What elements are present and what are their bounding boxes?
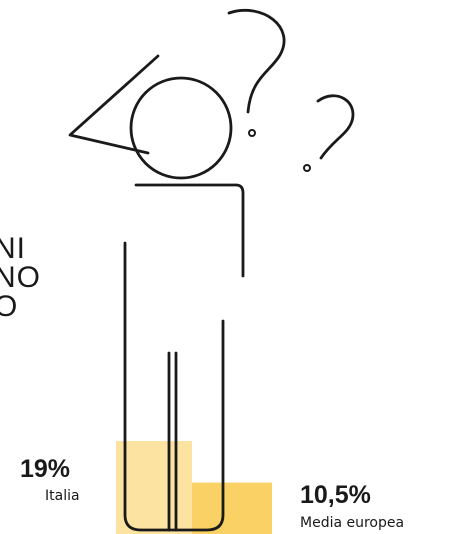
question-dot-small bbox=[303, 164, 311, 172]
category-label-italia: Italia bbox=[45, 488, 80, 504]
bar-media-europea bbox=[192, 482, 272, 534]
question-mark-small bbox=[316, 94, 355, 160]
headline-line: O bbox=[0, 290, 19, 323]
category-label-media-europea: Media europea bbox=[300, 515, 405, 531]
headline-line: NO bbox=[0, 261, 41, 294]
headline: NI NO O bbox=[0, 232, 114, 323]
value-label-italia: 19% bbox=[20, 455, 71, 483]
head bbox=[129, 76, 233, 180]
question-dot-large bbox=[248, 129, 256, 137]
raised-arm bbox=[68, 54, 160, 155]
question-mark-large bbox=[227, 8, 286, 114]
bar-italia bbox=[116, 441, 192, 534]
headline-line: NI bbox=[0, 232, 26, 265]
right-arm bbox=[134, 183, 245, 278]
body-outline bbox=[123, 241, 225, 532]
value-label-media-europea: 10,5% bbox=[300, 481, 371, 509]
